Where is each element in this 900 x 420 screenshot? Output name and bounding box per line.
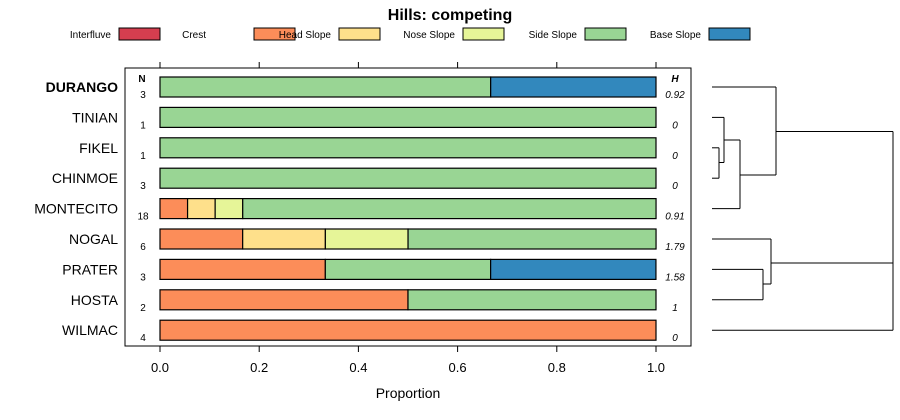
legend-swatch-nose-slope — [462, 27, 505, 41]
n-column-header: N — [138, 74, 145, 85]
bar-segment-prater-side-slope — [324, 258, 492, 280]
row-label-chinmoe: CHINMOE — [52, 170, 118, 186]
h-value-prater: 1.58 — [665, 272, 685, 283]
row-labels: DURANGO TINIAN FIKEL CHINMOE MONTECITO NOGAL P… — [34, 79, 118, 338]
x-tick-label-2: 0.4 — [349, 360, 367, 375]
bar-segment-durango-side-slope — [159, 76, 492, 98]
bar-segment-wilmac-crest — [159, 319, 657, 341]
x-tick-label-1: 0.2 — [250, 360, 268, 375]
bar-segment-nogal-crest — [159, 228, 244, 250]
bar-segment-tinian-side-slope — [159, 106, 657, 129]
x-tick-label-0: 0.0 — [151, 360, 169, 375]
bar-segment-durango-base-slope — [490, 76, 657, 98]
chart-title: Hills: competing — [388, 7, 512, 24]
bar-segment-chinmoe-side-slope — [159, 167, 657, 189]
n-value-durango: 3 — [140, 90, 146, 101]
legend-label-head-slope: Head Slope — [279, 30, 332, 41]
bar-segment-hosta-crest — [159, 289, 409, 311]
plot-frame — [124, 67, 692, 347]
row-label-montecito: MONTECITO — [34, 201, 118, 217]
row-label-fikel: FIKEL — [79, 140, 118, 156]
row-label-durango: DURANGO — [46, 79, 118, 95]
x-tick-label-4: 0.8 — [548, 360, 566, 375]
h-value-wilmac: 0 — [672, 333, 678, 344]
dendrogram — [712, 86, 894, 331]
legend-label-base-slope: Base Slope — [650, 30, 702, 41]
n-value-prater: 3 — [140, 272, 146, 283]
legend-swatch-base-slope — [708, 27, 751, 41]
n-value-fikel: 1 — [140, 151, 146, 162]
h-column-header: H — [671, 74, 679, 85]
bar-segment-nogal-nose-slope — [324, 228, 409, 250]
row-label-nogal: NOGAL — [69, 231, 118, 247]
row-label-hosta: HOSTA — [71, 292, 119, 308]
h-value-fikel: 0 — [672, 151, 678, 162]
bar-segment-montecito-head-slope — [186, 198, 216, 220]
x-tick-label-5: 1.0 — [647, 360, 665, 375]
legend-swatch-head-slope — [338, 27, 381, 41]
bar-segment-nogal-side-slope — [407, 228, 657, 250]
n-value-hosta: 2 — [140, 303, 146, 314]
legend-label-nose-slope: Nose Slope — [403, 30, 455, 41]
bar-segment-montecito-nose-slope — [214, 198, 244, 220]
n-value-montecito: 18 — [137, 212, 149, 223]
bar-segment-fikel-side-slope — [159, 137, 657, 159]
x-axis: 0.0 0.2 0.4 0.6 0.8 1.0 — [151, 62, 665, 375]
bar-segment-prater-base-slope — [490, 258, 657, 280]
n-value-nogal: 6 — [140, 242, 146, 253]
row-label-wilmac: WILMAC — [62, 322, 118, 338]
legend-swatch-side-slope — [584, 27, 627, 41]
legend-label-crest: Crest — [182, 30, 206, 41]
h-value-durango: 0.92 — [665, 90, 685, 101]
h-value-nogal: 1.79 — [665, 242, 685, 253]
legend: Interfluve Crest Head Slope Nose Slope Side … — [70, 27, 751, 41]
x-tick-label-3: 0.6 — [449, 360, 467, 375]
h-value-chinmoe: 0 — [672, 181, 678, 192]
x-axis-label: Proportion — [376, 385, 441, 401]
legend-label-interfluve: Interfluve — [70, 30, 112, 41]
bar-segment-prater-crest — [159, 258, 326, 280]
legend-label-side-slope: Side Slope — [529, 30, 578, 41]
bar-segment-montecito-side-slope — [242, 198, 657, 220]
row-label-prater: PRATER — [62, 261, 118, 277]
h-value-montecito: 0.91 — [665, 212, 684, 223]
bars: 3 0.92 1 0 1 0 3 0 18 0.91 6 1.79 3 1.58 2 1 4 0 — [137, 76, 685, 344]
bar-segment-hosta-side-slope — [407, 289, 657, 311]
legend-swatch-interfluve — [118, 27, 161, 41]
h-value-tinian: 0 — [672, 120, 678, 131]
bar-segment-montecito-crest — [159, 198, 189, 220]
h-value-hosta: 1 — [672, 303, 678, 314]
n-value-tinian: 1 — [140, 120, 146, 131]
n-value-wilmac: 4 — [140, 333, 146, 344]
legend-swatch-crest — [253, 27, 296, 41]
bar-segment-nogal-head-slope — [242, 228, 326, 250]
n-value-chinmoe: 3 — [140, 181, 146, 192]
row-label-tinian: TINIAN — [72, 109, 118, 125]
